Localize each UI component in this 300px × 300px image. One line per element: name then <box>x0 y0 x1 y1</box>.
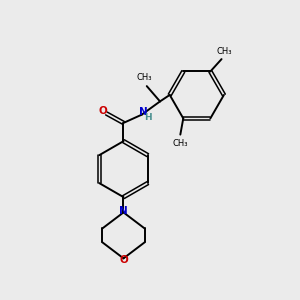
Text: O: O <box>98 106 107 116</box>
Text: CH₃: CH₃ <box>172 139 188 148</box>
Text: CH₃: CH₃ <box>137 73 152 82</box>
Text: N: N <box>119 206 128 216</box>
Text: CH₃: CH₃ <box>216 46 232 56</box>
Text: O: O <box>119 255 128 265</box>
Text: N: N <box>140 107 148 117</box>
Text: H: H <box>144 112 152 122</box>
